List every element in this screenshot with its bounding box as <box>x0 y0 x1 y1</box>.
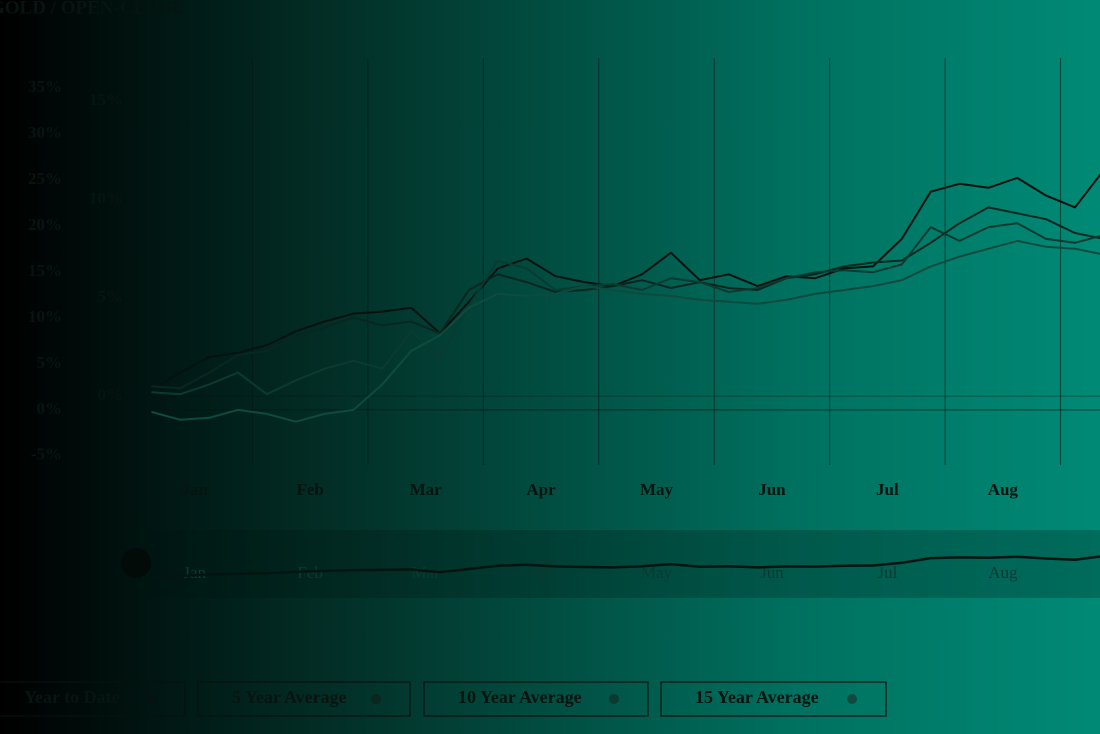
x-tick-label: Jan <box>181 480 208 499</box>
navigator-label: Apr <box>528 563 555 582</box>
navigator-handle[interactable] <box>121 548 151 578</box>
legend-dot <box>371 694 381 704</box>
series-line <box>151 206 1100 390</box>
navigator[interactable] <box>137 530 1100 598</box>
legend-dot <box>146 694 156 704</box>
legend-dot <box>847 694 857 704</box>
navigator-label: Jul <box>877 563 897 582</box>
x-tick-label: Mar <box>410 480 443 499</box>
legend-button[interactable] <box>423 681 649 717</box>
y-tick-label: 0% <box>37 399 63 418</box>
x-tick-label: Aug <box>988 480 1019 499</box>
legend-item[interactable]: 15 Year Average <box>660 681 887 717</box>
legend-item[interactable]: 10 Year Average <box>423 681 649 717</box>
y2-tick-label: 10% <box>89 188 123 207</box>
legend-dot <box>609 694 619 704</box>
legend-item[interactable]: Year to Date <box>0 681 186 717</box>
legend-label: 5 Year Average <box>232 687 347 707</box>
y2-tick-label: 5% <box>98 287 124 306</box>
legend-label: Year to Date <box>24 687 120 707</box>
y-tick-label: 15% <box>28 261 62 280</box>
series-line <box>151 239 1100 423</box>
y2-tick-label: 0% <box>98 385 124 404</box>
y2-tick-label: 15% <box>89 90 123 109</box>
navigator-label: May <box>641 563 673 582</box>
x-tick-label: Feb <box>296 480 323 499</box>
y-tick-label: 25% <box>28 169 62 188</box>
chart-title: GOLD / OPEN-CLOSE <box>0 0 184 18</box>
legend-label: 15 Year Average <box>695 687 819 707</box>
legend-label: 10 Year Average <box>458 687 582 707</box>
y-tick-label: 10% <box>28 307 62 326</box>
series-line <box>151 222 1100 396</box>
y-tick-label: 5% <box>37 353 63 372</box>
y-tick-label: 30% <box>28 123 62 142</box>
legend-button[interactable] <box>197 681 411 717</box>
legend-button[interactable] <box>660 681 887 717</box>
x-tick-label: Apr <box>526 480 556 499</box>
navigator-label: Mar <box>411 563 440 582</box>
x-tick-label: Jul <box>876 480 899 499</box>
series-line <box>150 173 1100 392</box>
y-tick-label: 35% <box>28 77 62 96</box>
x-tick-label: Jun <box>758 480 786 499</box>
y-tick-label: 20% <box>28 215 62 234</box>
y-tick-label: -5% <box>31 445 62 464</box>
legend-button[interactable] <box>0 681 186 717</box>
x-tick-label: May <box>640 480 674 499</box>
legend-item[interactable]: 5 Year Average <box>197 681 411 717</box>
navigator-line <box>151 555 1100 579</box>
navigator-label: Jan <box>183 563 206 582</box>
navigator-label: Aug <box>988 563 1018 582</box>
